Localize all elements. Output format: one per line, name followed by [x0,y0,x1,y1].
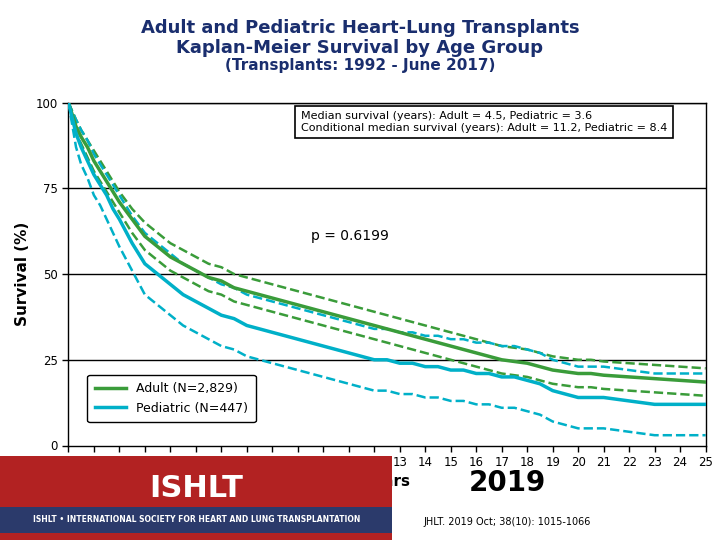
Text: (Transplants: 1992 - June 2017): (Transplants: 1992 - June 2017) [225,58,495,73]
Legend: Adult (N=2,829), Pediatric (N=447): Adult (N=2,829), Pediatric (N=447) [87,375,256,422]
Text: Adult and Pediatric Heart-Lung Transplants: Adult and Pediatric Heart-Lung Transplan… [140,19,580,37]
Text: Kaplan-Meier Survival by Age Group: Kaplan-Meier Survival by Age Group [176,39,544,57]
Text: p = 0.6199: p = 0.6199 [310,230,388,244]
Y-axis label: Survival (%): Survival (%) [15,222,30,326]
Text: ISHLT • INTERNATIONAL SOCIETY FOR HEART AND LUNG TRANSPLANTATION: ISHLT • INTERNATIONAL SOCIETY FOR HEART … [32,515,360,524]
Text: 2019: 2019 [469,469,546,497]
Bar [0,507,392,534]
X-axis label: Years: Years [364,475,410,489]
Text: ISHLT: ISHLT [149,474,243,503]
Text: JHLT. 2019 Oct; 38(10): 1015-1066: JHLT. 2019 Oct; 38(10): 1015-1066 [423,517,590,526]
Text: Median survival (years): Adult = 4.5, Pediatric = 3.6
Conditional median surviva: Median survival (years): Adult = 4.5, Pe… [301,111,667,133]
